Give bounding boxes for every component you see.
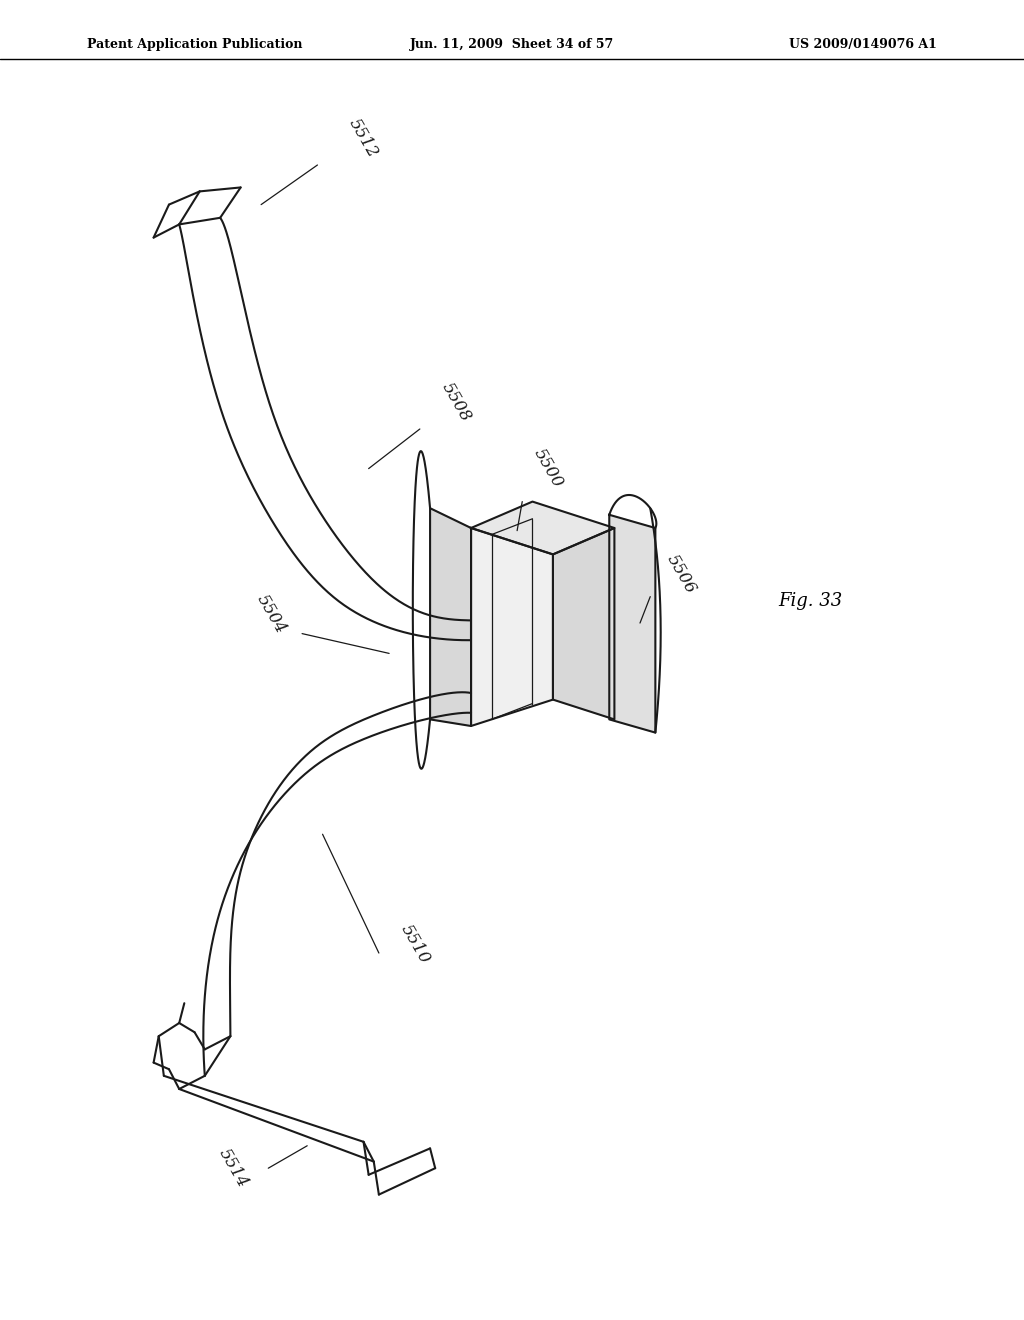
Polygon shape: [471, 502, 614, 554]
Text: 5512: 5512: [345, 116, 382, 161]
Text: Jun. 11, 2009  Sheet 34 of 57: Jun. 11, 2009 Sheet 34 of 57: [410, 38, 614, 51]
Polygon shape: [553, 528, 614, 719]
Text: 5504: 5504: [253, 591, 290, 636]
Text: 5506: 5506: [663, 552, 699, 597]
Text: 5514: 5514: [215, 1146, 252, 1191]
Polygon shape: [609, 515, 655, 733]
Text: Fig. 33: Fig. 33: [778, 591, 843, 610]
Polygon shape: [430, 508, 471, 726]
Polygon shape: [471, 528, 553, 726]
Text: 5510: 5510: [396, 921, 433, 966]
Text: 5500: 5500: [529, 446, 566, 491]
Text: 5508: 5508: [437, 380, 474, 425]
Text: Patent Application Publication: Patent Application Publication: [87, 38, 302, 51]
Text: US 2009/0149076 A1: US 2009/0149076 A1: [790, 38, 937, 51]
